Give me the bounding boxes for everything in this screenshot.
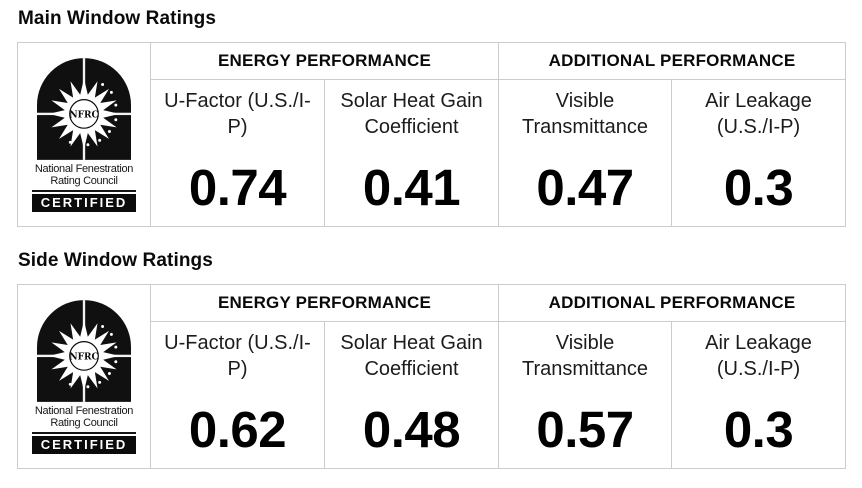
side-window-ratings-section: Side Window Ratings [17, 250, 847, 469]
metric-cell-air-leakage: Air Leakage (U.S./I-P) 0.3 [671, 321, 847, 469]
org-name-line-1: National Fenestration [34, 404, 134, 417]
nfrc-logo-icon: NFRC [37, 57, 131, 160]
divider [32, 189, 136, 192]
ratings-title: Main Window Ratings [18, 8, 217, 29]
metric-label: Solar Heat Gain Coefficient [340, 90, 483, 138]
nfrc-org-name: National Fenestration Rating Council [32, 163, 136, 187]
metric-value: 0.3 [723, 401, 794, 458]
main-window-ratings-section: Main Window Ratings [17, 8, 847, 227]
certified-badge: CERTIFIED [32, 193, 136, 212]
metric-value: 0.3 [723, 159, 794, 216]
org-name-line-2: Rating Council [50, 416, 118, 429]
metric-value: 0.48 [362, 401, 461, 458]
certified-badge: CERTIFIED [32, 435, 136, 454]
nfrc-acronym: NFRC [69, 110, 98, 120]
metric-cell-solar-heat-gain: Solar Heat Gain Coefficient 0.41 [323, 79, 500, 227]
metric-cell-visible-transmittance: Visible Transmittance 0.47 [498, 79, 673, 227]
nfrc-logo: NFRC National Fenestration Rating Counci… [17, 42, 151, 227]
metric-cell-u-factor: U-Factor (U.S./I-P) 0.74 [150, 79, 325, 227]
metric-label: U-Factor (U.S./I-P) [164, 90, 311, 138]
metric-value: 0.57 [536, 401, 634, 458]
metric-cell-u-factor: U-Factor (U.S./I-P) 0.62 [150, 321, 325, 469]
metric-cell-air-leakage: Air Leakage (U.S./I-P) 0.3 [671, 79, 847, 227]
metric-label: Visible Transmittance [522, 332, 648, 380]
metric-label: Solar Heat Gain Coefficient [340, 332, 483, 380]
metric-value: 0.47 [536, 159, 634, 216]
metric-label: Visible Transmittance [522, 90, 648, 138]
metric-cell-solar-heat-gain: Solar Heat Gain Coefficient 0.48 [323, 321, 500, 469]
page: Main Window Ratings [17, 8, 847, 469]
metric-label: Air Leakage (U.S./I-P) [705, 90, 812, 138]
energy-performance-header: ENERGY PERFORMANCE [149, 284, 500, 322]
metric-value: 0.41 [362, 159, 461, 216]
org-name-line-2: Rating Council [50, 174, 118, 187]
nfrc-acronym: NFRC [69, 352, 98, 362]
metric-value: 0.62 [188, 401, 287, 458]
energy-performance-header: ENERGY PERFORMANCE [149, 42, 500, 80]
divider [32, 431, 136, 434]
ratings-title: Side Window Ratings [18, 250, 213, 271]
nfrc-logo: NFRC National Fenestration Rating Counci… [17, 284, 151, 469]
additional-performance-header: ADDITIONAL PERFORMANCE [498, 42, 847, 80]
ratings-table: NFRC National Fenestration Rating Counci… [17, 42, 847, 227]
org-name-line-1: National Fenestration [34, 162, 134, 175]
nfrc-logo-icon: NFRC [37, 299, 131, 402]
ratings-table: NFRC National Fenestration Rating Counci… [17, 284, 847, 469]
metric-cell-visible-transmittance: Visible Transmittance 0.57 [498, 321, 673, 469]
metric-label: Air Leakage (U.S./I-P) [705, 332, 812, 380]
metric-label: U-Factor (U.S./I-P) [164, 332, 311, 380]
metric-value: 0.74 [188, 159, 287, 216]
nfrc-org-name: National Fenestration Rating Council [32, 405, 136, 429]
additional-performance-header: ADDITIONAL PERFORMANCE [498, 284, 847, 322]
